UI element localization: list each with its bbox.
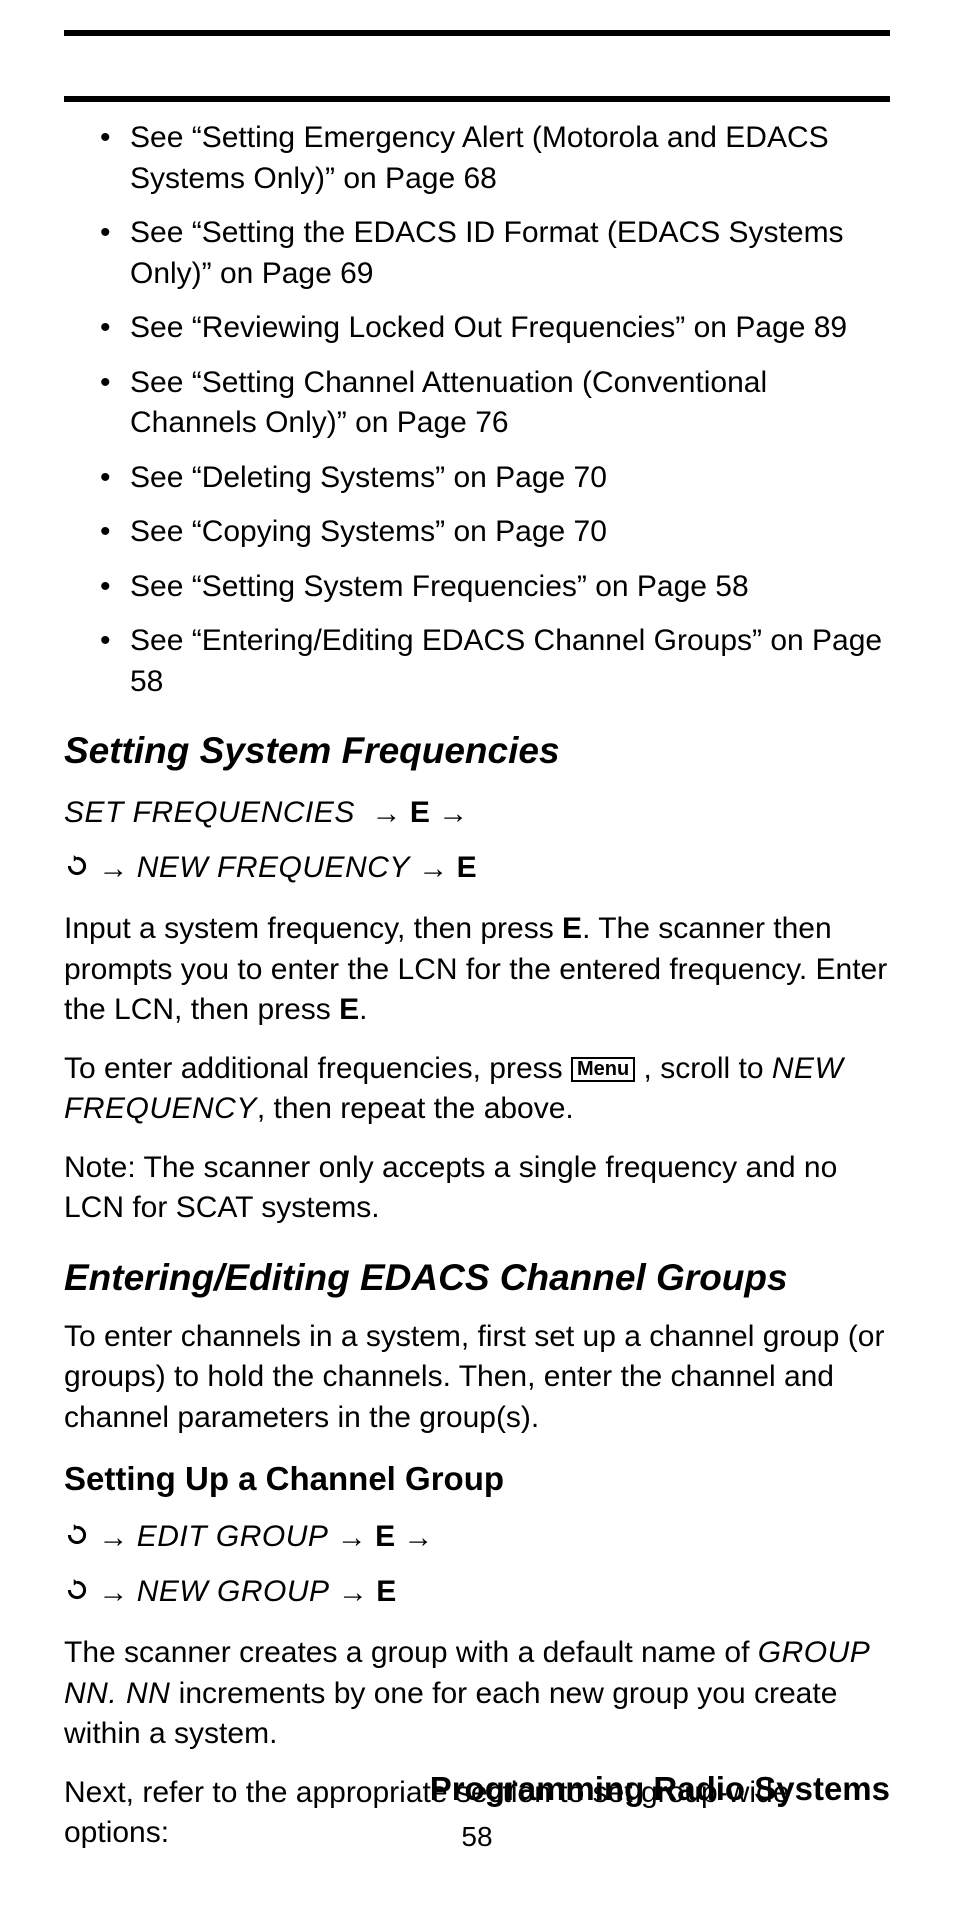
arrow-icon: → bbox=[337, 1521, 367, 1554]
top-rule-double bbox=[64, 96, 890, 102]
body-paragraph: To enter additional frequencies, press M… bbox=[64, 1049, 890, 1130]
key-e: E bbox=[457, 851, 477, 884]
key-e: E bbox=[339, 993, 359, 1026]
text: Input a system frequency, then press bbox=[64, 912, 562, 945]
menu-path-line1: SET FREQUENCIES → E → bbox=[64, 790, 890, 837]
top-rule-thick bbox=[64, 30, 890, 36]
rotate-icon bbox=[64, 1577, 90, 1603]
key-e: E bbox=[562, 912, 582, 945]
menu-path-line2: → NEW FREQUENCY → E bbox=[64, 845, 890, 892]
arrow-icon: → bbox=[98, 1521, 128, 1554]
key-e: E bbox=[410, 796, 430, 829]
lcd-text: EDIT GROUP bbox=[137, 1520, 329, 1553]
arrow-icon: → bbox=[418, 852, 448, 885]
subsection-heading-channel-group: Setting Up a Channel Group bbox=[64, 1460, 890, 1498]
text: , then repeat the above. bbox=[257, 1092, 574, 1125]
key-e: E bbox=[375, 1520, 395, 1553]
text: The scanner creates a group with a defau… bbox=[64, 1636, 758, 1669]
arrow-icon: → bbox=[98, 852, 128, 885]
rotate-icon bbox=[64, 1522, 90, 1548]
list-item: See “Setting Channel Attenuation (Conven… bbox=[108, 363, 890, 444]
section-heading-edacs-groups: Entering/Editing EDACS Channel Groups bbox=[64, 1257, 890, 1299]
arrow-icon: → bbox=[372, 797, 402, 830]
text: To enter additional frequencies, press bbox=[64, 1052, 571, 1085]
list-item: See “Entering/Editing EDACS Channel Grou… bbox=[108, 621, 890, 702]
list-item: See “Deleting Systems” on Page 70 bbox=[108, 458, 890, 499]
list-item: See “Reviewing Locked Out Frequencies” o… bbox=[108, 308, 890, 349]
lcd-text: SET FREQUENCIES bbox=[64, 796, 355, 829]
key-e: E bbox=[376, 1575, 396, 1608]
body-paragraph: To enter channels in a system, first set… bbox=[64, 1317, 890, 1439]
body-paragraph: Note: The scanner only accepts a single … bbox=[64, 1148, 890, 1229]
body-paragraph: Input a system frequency, then press E. … bbox=[64, 909, 890, 1031]
lcd-text: NEW GROUP bbox=[137, 1575, 330, 1608]
list-item: See “Copying Systems” on Page 70 bbox=[108, 512, 890, 553]
list-item: See “Setting System Frequencies” on Page… bbox=[108, 567, 890, 608]
arrow-icon: → bbox=[403, 1521, 433, 1554]
bullet-list: See “Setting Emergency Alert (Motorola a… bbox=[64, 118, 890, 702]
text: . bbox=[359, 993, 367, 1026]
section-heading-frequencies: Setting System Frequencies bbox=[64, 730, 890, 772]
list-item: See “Setting the EDACS ID Format (EDACS … bbox=[108, 213, 890, 294]
arrow-icon: → bbox=[98, 1576, 128, 1609]
text: , scroll to bbox=[635, 1052, 772, 1085]
arrow-icon: → bbox=[338, 1576, 368, 1609]
lcd-text: NEW FREQUENCY bbox=[137, 851, 410, 884]
footer-section-title: Programming Radio Systems bbox=[430, 1770, 890, 1808]
arrow-icon: → bbox=[438, 797, 468, 830]
menu-key-box: Menu bbox=[571, 1057, 635, 1082]
list-item: See “Setting Emergency Alert (Motorola a… bbox=[108, 118, 890, 199]
menu-path-line1: → EDIT GROUP → E → bbox=[64, 1514, 890, 1561]
text: increments by one for each new group you… bbox=[64, 1677, 837, 1751]
menu-path-line2: → NEW GROUP → E bbox=[64, 1569, 890, 1616]
rotate-icon bbox=[64, 853, 90, 879]
page-number: 58 bbox=[0, 1821, 954, 1853]
body-paragraph: The scanner creates a group with a defau… bbox=[64, 1633, 890, 1755]
